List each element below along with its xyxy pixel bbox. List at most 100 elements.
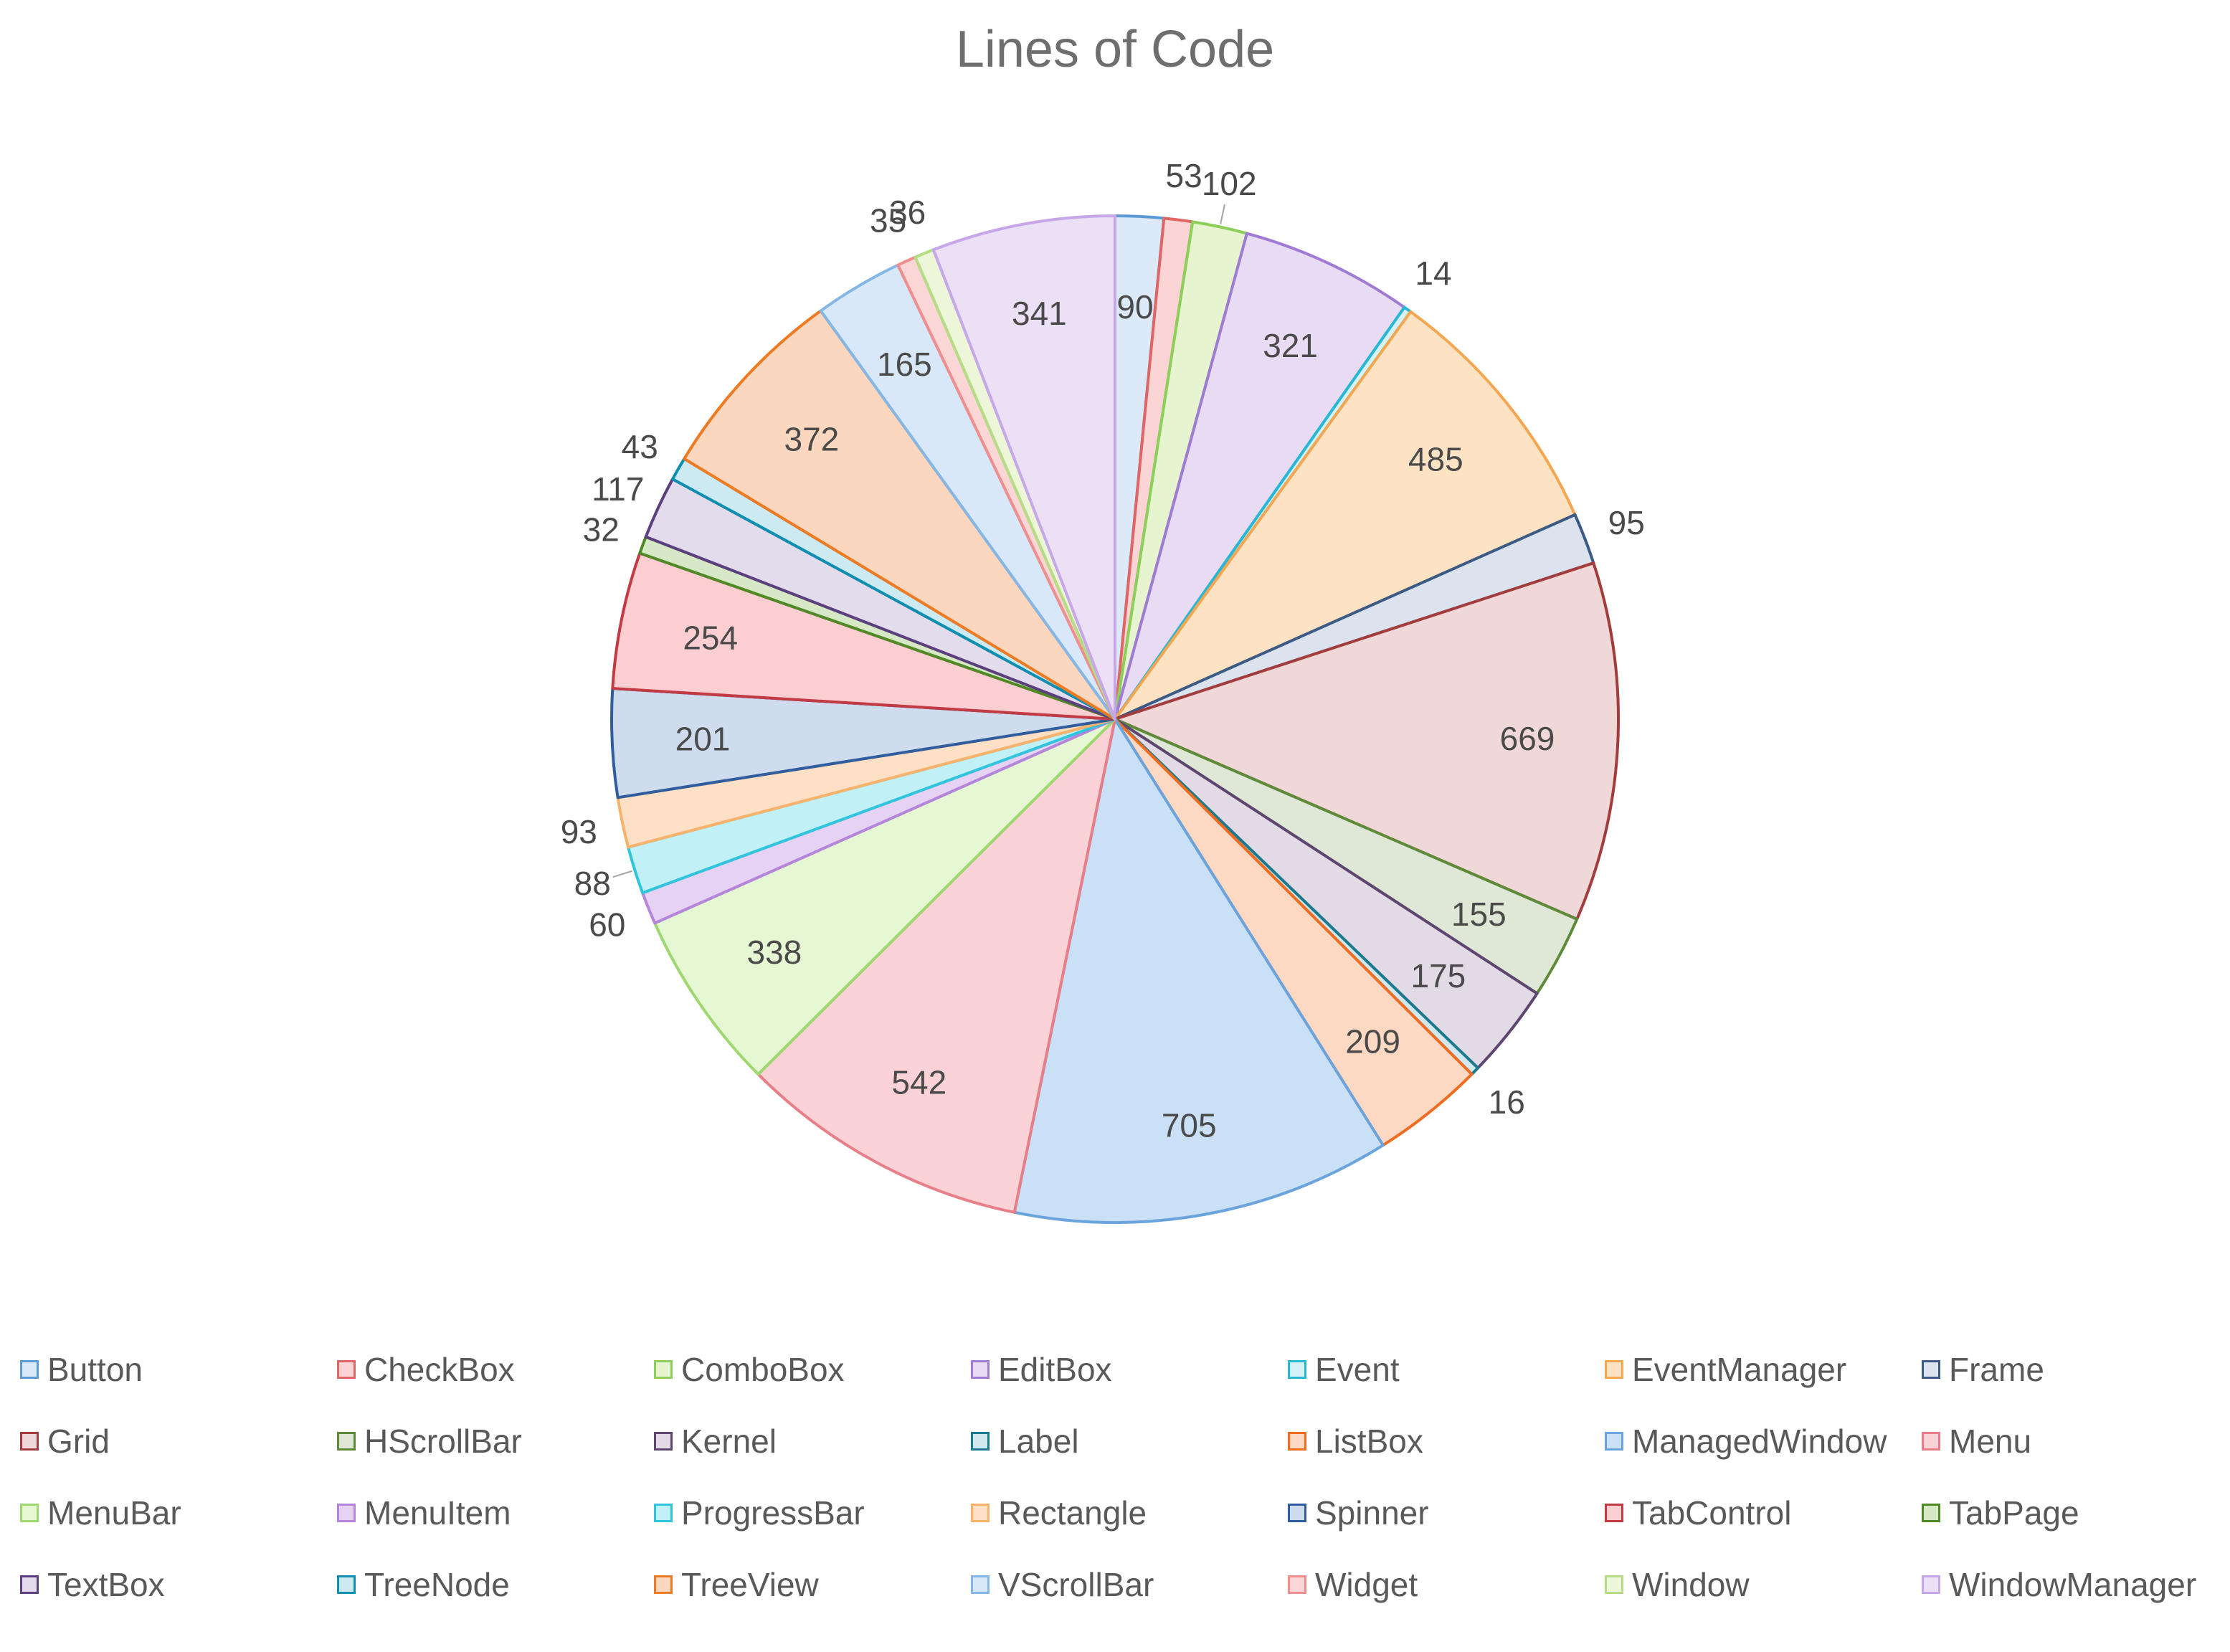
legend-label: Event <box>1315 1351 1400 1388</box>
data-label-kernel: 175 <box>1411 957 1466 994</box>
legend-item-event: Event <box>1288 1349 1605 1390</box>
legend-item-treeview: TreeView <box>654 1565 971 1605</box>
legend-label: Kernel <box>681 1423 777 1460</box>
pie-chart: 90 53 102 321 14 485 95 669 155 175 16 209 705 542 338… <box>561 157 1645 1224</box>
data-label-eventmanager: 485 <box>1408 441 1463 478</box>
legend-label: Label <box>998 1423 1079 1460</box>
legend-item-menubar: MenuBar <box>20 1493 337 1533</box>
legend-item-widget: Widget <box>1288 1565 1605 1605</box>
legend-swatch <box>1922 1432 1940 1451</box>
pie-slice-tabcontrol <box>611 551 1116 721</box>
leader-line-progressbar <box>612 870 632 878</box>
legend-label: HScrollBar <box>364 1423 522 1460</box>
legend-label: ListBox <box>1315 1423 1423 1460</box>
legend-label: Grid <box>47 1423 110 1460</box>
legend: Button CheckBox ComboBox EditBox Event EventM… <box>20 1349 2214 1605</box>
pie-slice-windowmanager <box>931 214 1116 721</box>
legend-item-spinner: Spinner <box>1288 1493 1605 1533</box>
data-label-combobox: 102 <box>1202 165 1257 202</box>
data-label-listbox: 209 <box>1345 1023 1400 1060</box>
legend-label: TabControl <box>1632 1494 1792 1532</box>
legend-swatch <box>1922 1504 1940 1522</box>
legend-label: TabPage <box>1949 1494 2079 1532</box>
data-label-tabpage: 32 <box>583 511 620 549</box>
data-label-menubar: 338 <box>747 934 802 971</box>
legend-item-menu: Menu <box>1922 1421 2230 1461</box>
legend-swatch <box>654 1575 673 1594</box>
leader-line-combobox <box>1220 204 1225 224</box>
pie-slice-managedwindow <box>1012 718 1385 1224</box>
legend-item-button: Button <box>20 1349 337 1390</box>
data-label-label: 16 <box>1489 1083 1525 1121</box>
legend-label: MenuBar <box>47 1494 181 1532</box>
legend-item-managedwindow: ManagedWindow <box>1605 1421 1922 1461</box>
legend-item-combobox: ComboBox <box>654 1349 971 1390</box>
data-label-menu: 542 <box>891 1064 946 1101</box>
legend-swatch <box>971 1504 990 1522</box>
data-label-event: 14 <box>1415 255 1451 292</box>
legend-item-window: Window <box>1605 1565 1922 1605</box>
legend-item-treenode: TreeNode <box>337 1565 654 1605</box>
legend-label: TreeView <box>681 1566 819 1603</box>
data-label-checkbox: 53 <box>1166 157 1202 194</box>
legend-item-listbox: ListBox <box>1288 1421 1605 1461</box>
legend-label: Button <box>47 1351 143 1388</box>
legend-label: Frame <box>1949 1351 2044 1388</box>
legend-swatch <box>20 1432 39 1451</box>
data-label-tabcontrol: 254 <box>683 619 738 656</box>
legend-swatch <box>971 1360 990 1379</box>
legend-swatch <box>1605 1432 1623 1451</box>
legend-swatch <box>337 1575 356 1594</box>
legend-item-label: Label <box>971 1421 1288 1461</box>
legend-swatch <box>971 1575 990 1594</box>
legend-label: CheckBox <box>364 1351 515 1388</box>
legend-label: ProgressBar <box>681 1494 865 1532</box>
legend-swatch <box>1288 1360 1306 1379</box>
legend-item-editbox: EditBox <box>971 1349 1288 1390</box>
data-label-editbox: 321 <box>1263 327 1318 364</box>
legend-swatch <box>1288 1504 1306 1522</box>
legend-label: TreeNode <box>364 1566 510 1603</box>
legend-swatch <box>654 1432 673 1451</box>
legend-item-vscrollbar: VScrollBar <box>971 1565 1288 1605</box>
legend-swatch <box>654 1504 673 1522</box>
data-label-hscrollbar: 155 <box>1451 896 1507 933</box>
leader-lines <box>612 204 1225 878</box>
legend-swatch <box>1288 1432 1306 1451</box>
legend-swatch <box>337 1432 356 1451</box>
legend-swatch <box>1605 1360 1623 1379</box>
legend-item-checkbox: CheckBox <box>337 1349 654 1390</box>
legend-item-tabpage: TabPage <box>1922 1493 2230 1533</box>
legend-label: EditBox <box>998 1351 1112 1388</box>
data-label-treeview: 372 <box>784 421 840 458</box>
legend-label: TextBox <box>47 1566 165 1603</box>
legend-swatch <box>1922 1575 1940 1594</box>
data-label-textbox: 117 <box>592 470 644 508</box>
legend-swatch <box>337 1360 356 1379</box>
data-label-treenode: 43 <box>622 428 658 465</box>
legend-item-hscrollbar: HScrollBar <box>337 1421 654 1461</box>
legend-label: Menu <box>1949 1423 2032 1460</box>
legend-item-windowmanager: WindowManager <box>1922 1565 2230 1605</box>
legend-label: ManagedWindow <box>1632 1423 1887 1460</box>
legend-item-tabcontrol: TabControl <box>1605 1493 1922 1533</box>
data-label-menuitem: 60 <box>589 906 625 944</box>
legend-swatch <box>654 1360 673 1379</box>
legend-item-grid: Grid <box>20 1421 337 1461</box>
legend-swatch <box>1605 1575 1623 1594</box>
pie-slices <box>610 214 1620 1224</box>
legend-swatch <box>20 1575 39 1594</box>
legend-swatch <box>20 1360 39 1379</box>
chart-title: Lines of Code <box>955 21 1275 78</box>
legend-label: Widget <box>1315 1566 1418 1603</box>
data-labels: 90 53 102 321 14 485 95 669 155 175 16 209 705 542 338… <box>561 157 1645 1144</box>
legend-label: ComboBox <box>681 1351 845 1388</box>
legend-item-menuitem: MenuItem <box>337 1493 654 1533</box>
legend-item-rectangle: Rectangle <box>971 1493 1288 1533</box>
data-label-grid: 669 <box>1500 720 1555 757</box>
legend-item-frame: Frame <box>1922 1349 2230 1390</box>
data-label-window: 36 <box>889 194 926 231</box>
data-label-button: 90 <box>1116 288 1153 326</box>
data-label-vscrollbar: 165 <box>877 346 932 383</box>
legend-swatch <box>337 1504 356 1522</box>
